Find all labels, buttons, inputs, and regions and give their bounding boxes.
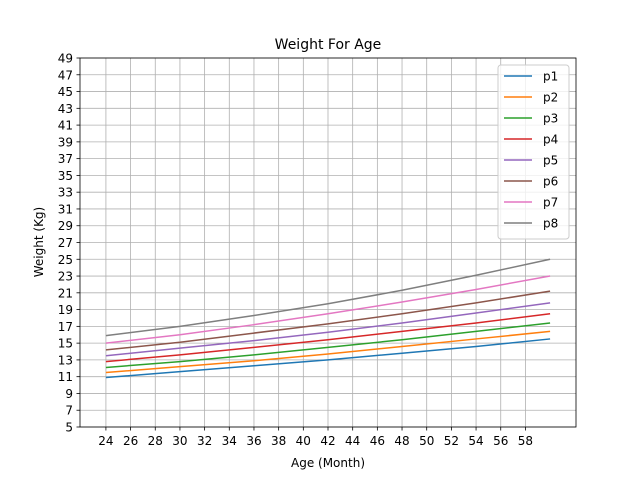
x-tick-label: 50 <box>419 434 434 448</box>
y-tick-label: 45 <box>58 85 73 99</box>
y-tick-label: 35 <box>58 169 73 183</box>
x-tick-label: 32 <box>197 434 212 448</box>
series-lines <box>105 258 551 379</box>
y-tick-label: 41 <box>58 119 73 133</box>
series-line-p6 <box>105 290 551 351</box>
legend-label-p6: p6 <box>543 175 558 189</box>
series-line-p5 <box>105 302 551 357</box>
y-tick-label: 15 <box>58 337 73 351</box>
legend-label-p2: p2 <box>543 91 558 105</box>
x-tick-label: 48 <box>394 434 409 448</box>
y-tick-label: 33 <box>58 186 73 200</box>
x-tick-label: 52 <box>444 434 459 448</box>
y-tick-label: 37 <box>58 152 73 166</box>
series-line-p3 <box>105 322 551 369</box>
y-tick-label: 9 <box>65 387 73 401</box>
y-tick-label: 23 <box>58 270 73 284</box>
x-tick-label: 42 <box>320 434 335 448</box>
x-tick-label: 40 <box>296 434 311 448</box>
x-tick-label: 26 <box>123 434 138 448</box>
y-tick-label: 11 <box>58 370 73 384</box>
y-tick-label: 17 <box>58 320 73 334</box>
x-tick-label: 54 <box>468 434 483 448</box>
y-axis-ticks: 5 7 9 11 13 15 17 19 21 23 25 27 29 31 33 35 37 39 41 43 45 4… <box>58 52 80 435</box>
y-tick-label: 5 <box>65 421 73 435</box>
y-axis-label: Weight (Kg) <box>32 207 46 277</box>
legend-label-p1: p1 <box>543 70 558 84</box>
y-tick-label: 31 <box>58 202 73 216</box>
y-tick-label: 21 <box>58 286 73 300</box>
series-line-p4 <box>105 313 551 363</box>
x-tick-label: 56 <box>493 434 508 448</box>
y-tick-label: 7 <box>65 404 73 418</box>
legend-label-p5: p5 <box>543 154 558 168</box>
series-line-p2 <box>105 330 551 374</box>
legend-box <box>497 64 570 240</box>
chart-title: Weight For Age <box>275 37 382 53</box>
y-tick-label: 29 <box>58 219 73 233</box>
y-tick-label: 27 <box>58 236 73 250</box>
x-tick-label: 36 <box>246 434 261 448</box>
x-tick-label: 38 <box>271 434 286 448</box>
y-tick-label: 39 <box>58 135 73 149</box>
x-tick-label: 46 <box>370 434 385 448</box>
legend-label-p4: p4 <box>543 133 558 147</box>
legend-label-p3: p3 <box>543 112 558 126</box>
y-tick-label: 25 <box>58 253 73 267</box>
series-line-p8 <box>105 258 551 337</box>
legend-label-p8: p8 <box>543 217 558 231</box>
y-tick-label: 19 <box>58 303 73 317</box>
x-axis-ticks: 24 26 28 30 32 34 36 38 40 42 44 46 48 50 52 54 56 58 <box>98 427 533 448</box>
x-tick-label: 30 <box>172 434 187 448</box>
y-tick-label: 43 <box>58 102 73 116</box>
legend: p1 p2 p3 p4 p5 p6 p7 p8 <box>497 64 570 240</box>
x-tick-label: 34 <box>222 434 237 448</box>
x-tick-label: 24 <box>98 434 113 448</box>
x-axis-label: Age (Month) <box>291 456 365 470</box>
x-tick-label: 28 <box>148 434 163 448</box>
series-line-p1 <box>105 338 551 379</box>
x-tick-label: 58 <box>518 434 533 448</box>
y-tick-label: 47 <box>58 68 73 82</box>
x-tick-label: 44 <box>345 434 360 448</box>
series-line-p7 <box>105 275 551 344</box>
y-tick-label: 13 <box>58 353 73 367</box>
legend-label-p7: p7 <box>543 196 558 210</box>
y-tick-label: 49 <box>58 52 73 66</box>
